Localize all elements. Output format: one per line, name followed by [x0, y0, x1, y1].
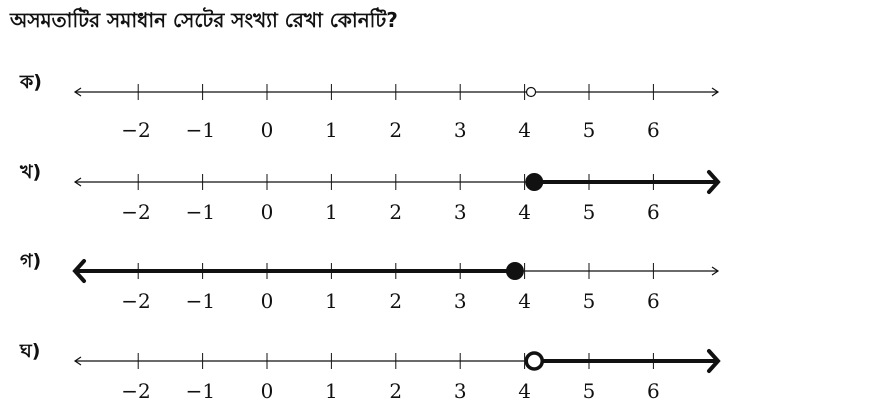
tick-label: 0	[261, 118, 274, 142]
tick-label: 3	[454, 118, 467, 142]
tick-label: 4	[518, 289, 531, 313]
tick-label: −2	[121, 379, 150, 403]
tick-label: 2	[389, 379, 402, 403]
closed-dot	[505, 262, 524, 280]
left-arrow-icon	[72, 259, 86, 283]
left-arrow-icon	[73, 177, 82, 187]
closed-dot	[525, 173, 544, 191]
right-arrow-icon	[707, 170, 721, 194]
tick-label: −2	[121, 118, 150, 142]
tick-label: 5	[583, 118, 596, 142]
tick-label: 6	[647, 200, 660, 224]
tick-label: 3	[454, 200, 467, 224]
tick-label: 3	[454, 379, 467, 403]
tick-label: 5	[583, 289, 596, 313]
right-arrow-icon	[711, 266, 720, 276]
open-dot	[524, 351, 545, 371]
tick-label: −1	[186, 289, 215, 313]
tick-label: 2	[389, 289, 402, 313]
option-label: খ)	[19, 161, 41, 183]
tick-label: −2	[121, 200, 150, 224]
tick-label: 6	[647, 379, 660, 403]
left-arrow-icon	[73, 87, 82, 97]
open-dot	[525, 86, 537, 98]
tick-label: 4	[518, 118, 531, 142]
tick-label: −1	[186, 200, 215, 224]
option-label: ক)	[19, 71, 42, 93]
tick-label: 5	[583, 379, 596, 403]
tick-label: 5	[583, 200, 596, 224]
question-text: অসমতাটির সমাধান সেটের সংখ্যা রেখা কোনটি?	[10, 8, 398, 32]
tick-label: 1	[325, 379, 338, 403]
right-arrow-icon	[711, 87, 720, 97]
tick-label: 0	[261, 200, 274, 224]
tick-label: 0	[261, 289, 274, 313]
option-label: ঘ)	[19, 340, 40, 362]
tick-label: 1	[325, 200, 338, 224]
left-arrow-icon	[73, 356, 82, 366]
tick-label: 1	[325, 289, 338, 313]
tick-label: 3	[454, 289, 467, 313]
tick-label: 1	[325, 118, 338, 142]
tick-label: −1	[186, 118, 215, 142]
tick-label: 0	[261, 379, 274, 403]
tick-label: 4	[518, 200, 531, 224]
right-arrow-icon	[707, 349, 721, 373]
tick-label: 6	[647, 289, 660, 313]
tick-label: 2	[389, 200, 402, 224]
tick-label: 4	[518, 379, 531, 403]
tick-label: 2	[389, 118, 402, 142]
tick-label: 6	[647, 118, 660, 142]
tick-label: −1	[186, 379, 215, 403]
tick-label: −2	[121, 289, 150, 313]
option-label: গ)	[20, 250, 41, 272]
